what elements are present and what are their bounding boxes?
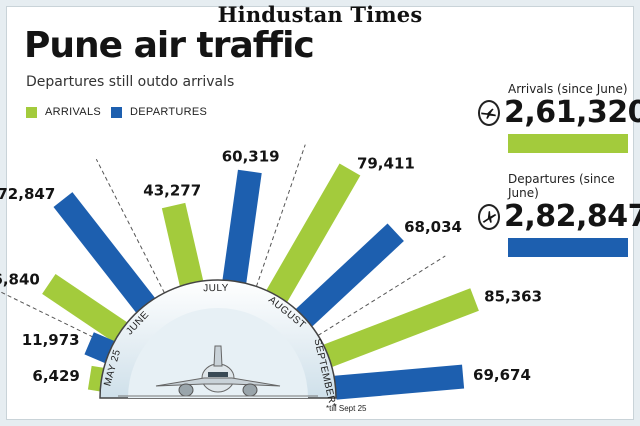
plane-landing-icon (478, 100, 500, 126)
bar-arrivals-rect (323, 288, 479, 367)
bar-arrivals-3 (266, 163, 361, 302)
legend-arrivals-label: ARRIVALS (45, 106, 101, 118)
bar-departures-2 (222, 169, 262, 283)
arrivals-summary: Arrivals (since June) 2,61,320 (478, 82, 640, 153)
data-label: 11,973 (22, 331, 80, 349)
data-label: 79,411 (357, 154, 415, 172)
bar-departures-rect (84, 332, 115, 363)
bar-arrivals-2 (161, 202, 204, 286)
bar-arrivals-rect (87, 365, 104, 392)
departures-summary: Departures (since June) 2,82,847 (478, 172, 640, 257)
data-label: 69,674 (473, 366, 531, 384)
departures-summary-label: Departures (since June) (508, 172, 615, 200)
data-label: 72,847 (0, 185, 55, 203)
data-label: 43,277 (143, 182, 201, 200)
bar-arrivals-1 (42, 273, 127, 342)
bar-departures-rect (53, 192, 155, 313)
departures-total: 2,82,847 (504, 199, 640, 234)
legend-arrivals-swatch (26, 106, 37, 118)
divider-line (0, 291, 113, 347)
bar-arrivals-rect (266, 163, 361, 302)
bar-departures-3 (296, 223, 404, 327)
month-label: JULY (203, 283, 229, 294)
arrivals-summary-label: Arrivals (since June) (508, 82, 628, 96)
page-title: Pune air traffic (24, 25, 315, 66)
arrivals-total: 2,61,320 (504, 95, 640, 130)
divider-line (95, 158, 165, 294)
divider-line (255, 144, 306, 287)
arrivals-summary-bar (508, 134, 628, 153)
bar-departures-rect (222, 169, 262, 283)
data-label: 68,034 (404, 218, 462, 236)
masthead-logo: Hindustan Times (217, 2, 423, 27)
legend: ARRIVALS DEPARTURES (26, 106, 207, 118)
legend-departures-swatch (111, 106, 122, 118)
bar-arrivals-4 (323, 288, 479, 367)
legend-arrivals: ARRIVALS (26, 106, 101, 118)
data-label: 6,429 (32, 367, 79, 385)
data-label: 85,363 (484, 287, 542, 305)
bar-departures-4 (334, 364, 465, 400)
bar-departures-rect (334, 364, 465, 400)
bar-arrivals-rect (161, 202, 204, 286)
bar-departures-0 (84, 332, 115, 363)
footnote: *till Sept 25 (326, 404, 367, 413)
departures-summary-bar (508, 238, 628, 257)
plane-takeoff-icon (478, 204, 500, 230)
legend-departures: DEPARTURES (111, 106, 207, 118)
page-subtitle: Departures still outdo arrivals (26, 74, 235, 90)
bar-arrivals-0 (87, 365, 104, 392)
bar-departures-1 (53, 192, 155, 313)
legend-departures-label: DEPARTURES (130, 106, 208, 118)
divider-line (317, 255, 446, 336)
data-label: 46,840 (0, 271, 40, 289)
bar-departures-rect (296, 223, 404, 327)
data-label: 60,319 (222, 147, 280, 165)
aircraft-illustration (118, 345, 318, 397)
bar-arrivals-rect (42, 273, 127, 342)
